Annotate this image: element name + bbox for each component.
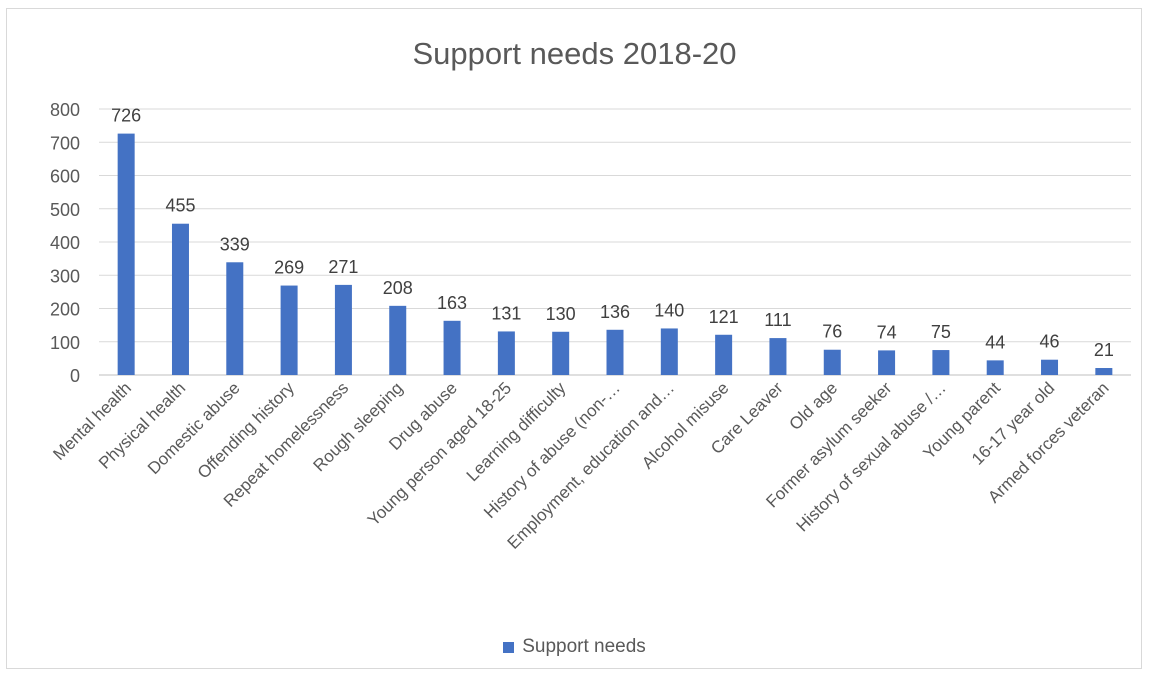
- bar: [280, 285, 298, 375]
- data-label: 726: [111, 106, 141, 126]
- data-label: 455: [165, 196, 195, 216]
- bar: [715, 334, 733, 375]
- data-label: 74: [877, 322, 897, 342]
- bar: [117, 133, 135, 375]
- y-tick-label: 200: [50, 300, 80, 320]
- data-label: 121: [709, 307, 739, 327]
- data-label: 76: [822, 322, 842, 342]
- bar: [497, 331, 515, 375]
- legend-swatch: [503, 641, 515, 653]
- x-tick-label: Learning difficulty: [463, 378, 570, 485]
- bar: [171, 223, 189, 375]
- x-tick-label: Offending history: [194, 378, 298, 482]
- legend-label: Support needs: [522, 636, 646, 657]
- data-label: 269: [274, 258, 304, 278]
- y-tick-label: 800: [50, 100, 80, 120]
- y-tick-label: 600: [50, 167, 80, 187]
- bar: [443, 320, 461, 375]
- bar: [986, 360, 1004, 375]
- legend: Support needs: [0, 636, 1149, 659]
- data-label: 131: [491, 303, 521, 323]
- bar: [878, 350, 896, 375]
- chart-title: Support needs 2018-20: [412, 36, 737, 71]
- bar: [226, 262, 244, 375]
- bar: [552, 331, 570, 375]
- bar: [823, 349, 841, 375]
- data-label: 271: [328, 257, 358, 277]
- data-label: 111: [764, 310, 791, 330]
- y-tick-label: 300: [50, 266, 80, 286]
- data-label: 44: [985, 332, 1005, 352]
- legend-item: Support needs: [503, 636, 646, 658]
- y-tick-label: 400: [50, 233, 80, 253]
- bar: [334, 284, 352, 375]
- bar: [1041, 359, 1059, 375]
- y-tick-label: 700: [50, 133, 80, 153]
- y-tick-label: 500: [50, 200, 80, 220]
- bar: [660, 328, 678, 375]
- x-tick-label: Domestic abuse: [144, 378, 244, 478]
- bar: [606, 329, 624, 375]
- bar: [769, 338, 787, 375]
- bar: [389, 305, 407, 375]
- bar: [932, 350, 950, 375]
- data-label: 46: [1040, 332, 1060, 352]
- y-tick-label: 0: [70, 366, 80, 386]
- data-label: 339: [220, 234, 250, 254]
- x-tick-label: Old age: [786, 378, 842, 434]
- bar: [1095, 368, 1113, 375]
- data-label: 130: [546, 304, 576, 324]
- data-label: 163: [437, 293, 467, 313]
- data-label: 136: [600, 302, 630, 322]
- data-label: 75: [931, 322, 951, 342]
- y-tick-label: 100: [50, 333, 80, 353]
- chart-area: [6, 8, 1142, 669]
- data-label: 208: [383, 278, 413, 298]
- data-label: 21: [1094, 340, 1114, 360]
- data-label: 140: [654, 300, 684, 320]
